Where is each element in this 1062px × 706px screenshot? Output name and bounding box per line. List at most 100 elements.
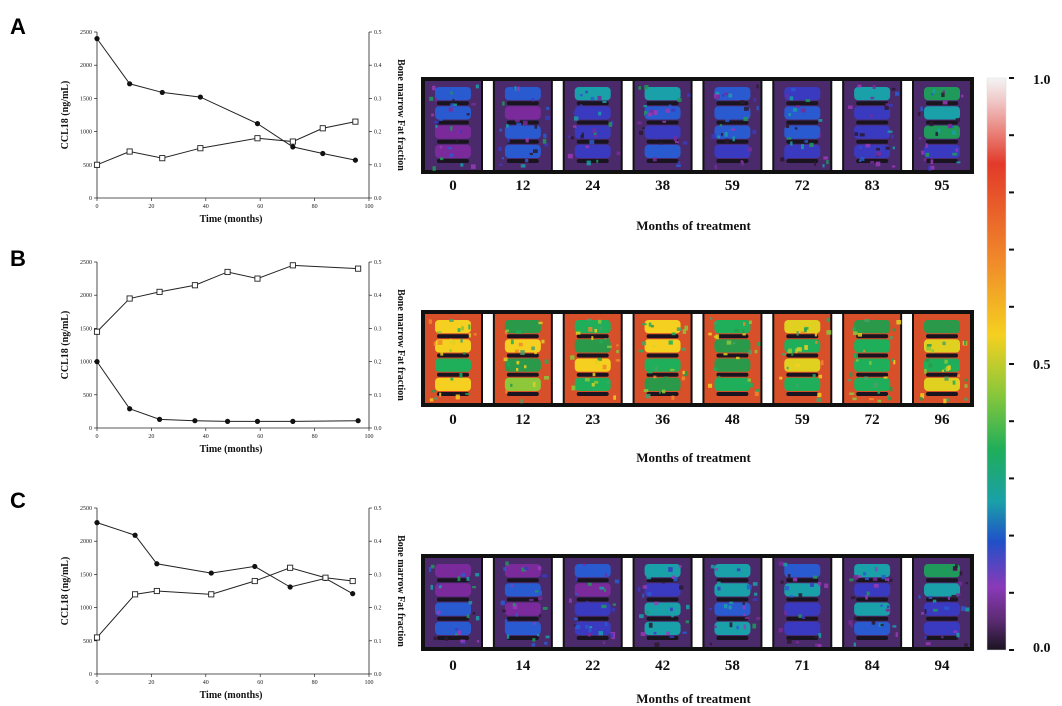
speckle <box>573 125 577 128</box>
speckle <box>728 93 733 98</box>
speckle <box>461 326 465 331</box>
scan-month-label: 72 <box>795 178 810 194</box>
chart-panel-a: A 0 500 1000 1500 2000 2500 0.0 0.1 0.2 0.3 0.4 0.5 0… <box>10 14 406 225</box>
speckle <box>592 372 596 377</box>
vertebra <box>924 621 960 635</box>
vertebra <box>784 320 821 334</box>
speckle <box>597 357 602 361</box>
speckle <box>708 332 712 336</box>
scan-separator <box>832 81 843 170</box>
speckle <box>743 613 746 616</box>
vertebra <box>854 377 891 391</box>
vertebra <box>924 583 960 597</box>
speckle <box>778 561 784 566</box>
speckle <box>754 349 758 354</box>
y2-tick-label: 0.1 <box>374 393 382 399</box>
speckle <box>850 623 853 628</box>
speckle <box>818 632 822 638</box>
disc <box>576 101 609 106</box>
speckle <box>525 158 528 162</box>
speckle <box>725 138 729 143</box>
speckle <box>637 587 641 592</box>
data-point-circle <box>352 157 358 163</box>
speckle <box>498 163 503 166</box>
speckle <box>752 129 757 135</box>
spine-scan-image <box>914 81 970 171</box>
speckle <box>430 564 435 569</box>
y-tick-label: 0 <box>89 196 92 202</box>
speckle <box>735 356 740 360</box>
speckle <box>591 336 594 341</box>
disc <box>576 392 609 396</box>
speckle <box>723 353 728 356</box>
speckle <box>724 92 729 96</box>
speckle <box>613 395 617 400</box>
speckle <box>715 568 718 571</box>
speckle <box>506 124 509 128</box>
speckle <box>642 593 645 598</box>
speckle <box>863 572 867 576</box>
speckle <box>639 614 644 619</box>
speckle <box>721 588 726 593</box>
spine-scan-image <box>564 558 621 647</box>
speckle <box>742 333 746 336</box>
speckle <box>436 610 441 615</box>
speckle <box>500 600 505 606</box>
speckle <box>539 614 542 618</box>
speckle <box>952 152 958 156</box>
speckle <box>437 321 440 325</box>
x-axis-title: Time (months) <box>200 690 263 701</box>
speckle <box>886 605 890 609</box>
speckle <box>671 395 675 400</box>
speckle <box>468 324 471 330</box>
spine-scan-image <box>564 81 621 170</box>
data-point-circle <box>287 584 293 590</box>
disc <box>716 597 749 602</box>
months-of-treatment-caption: Months of treatment <box>636 450 751 465</box>
series-line-fat-fraction <box>96 121 356 166</box>
y2-tick-label: 0.2 <box>374 606 382 612</box>
speckle <box>682 631 687 634</box>
scan-row-1: 0 12 24 38 59 72 83 95 Months of treatment <box>421 77 974 233</box>
vertebra <box>574 320 611 334</box>
speckle <box>673 136 677 142</box>
scan-month-label: 84 <box>865 658 881 674</box>
speckle <box>666 631 670 636</box>
speckle <box>587 582 592 586</box>
speckle <box>853 574 859 580</box>
speckle <box>646 611 649 615</box>
disc <box>786 101 819 106</box>
disc <box>786 139 819 144</box>
speckle <box>597 95 602 101</box>
y-tick-label: 0 <box>89 426 92 432</box>
speckle <box>543 375 549 380</box>
speckle <box>457 576 461 582</box>
speckle <box>710 564 715 569</box>
disc <box>646 578 679 583</box>
speckle <box>820 360 824 366</box>
speckle <box>604 588 607 592</box>
speckle <box>951 594 957 599</box>
spine-scan-image <box>844 314 902 403</box>
disc <box>786 159 819 163</box>
speckle <box>887 396 892 401</box>
speckle <box>732 136 735 142</box>
speckle <box>931 349 935 354</box>
data-point-circle <box>350 591 356 597</box>
speckle <box>853 353 858 359</box>
disc <box>856 334 889 339</box>
speckle <box>864 376 869 381</box>
speckle <box>581 132 584 137</box>
speckle <box>524 365 527 369</box>
speckle <box>677 98 682 102</box>
speckle <box>859 146 862 149</box>
vertebra <box>854 144 891 158</box>
y-tick-label: 1000 <box>80 130 92 136</box>
speckle <box>789 595 794 598</box>
speckle <box>507 362 510 367</box>
speckle <box>653 631 657 635</box>
speckle <box>754 391 759 396</box>
x-tick-label: 20 <box>148 680 154 686</box>
speckle <box>582 379 586 384</box>
speckle <box>516 330 522 334</box>
